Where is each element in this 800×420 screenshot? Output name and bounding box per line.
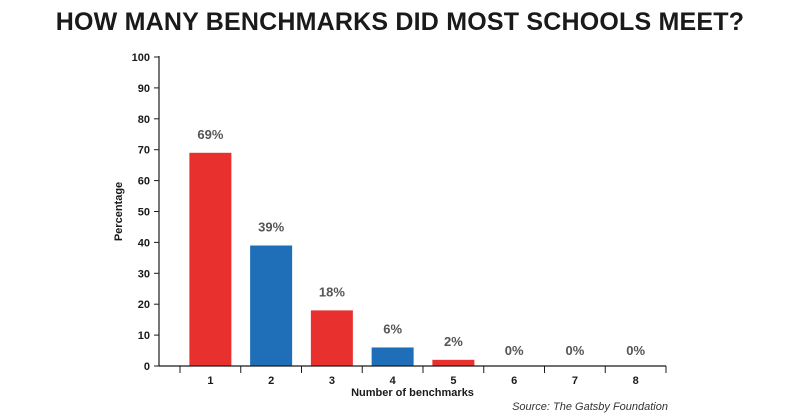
y-tick-label: 90 (138, 83, 150, 95)
x-axis-label: Number of benchmarks (351, 387, 474, 399)
data-label-6: 0% (505, 343, 524, 358)
data-label-8: 0% (626, 343, 645, 358)
y-tick-label: 70 (138, 145, 150, 157)
y-tick-label: 60 (138, 176, 150, 188)
bars (189, 152, 475, 366)
bar-5 (432, 359, 475, 366)
x-tick-label: 7 (572, 375, 578, 387)
data-label-4: 6% (383, 321, 402, 336)
data-label-5: 2% (444, 334, 463, 349)
y-tick-label: 40 (138, 237, 150, 249)
data-label-2: 39% (258, 219, 284, 234)
x-tick-label: 6 (511, 375, 517, 387)
y-tick-label: 0 (144, 361, 150, 373)
bar-1 (189, 152, 232, 366)
x-tick-label: 5 (450, 375, 456, 387)
x-tick-label: 4 (390, 375, 397, 387)
y-tick-label: 80 (138, 114, 150, 126)
y-tick-label: 50 (138, 207, 150, 219)
x-axis-ticks: 1 2 3 4 5 6 7 8 (179, 366, 667, 387)
y-tick-label: 20 (138, 299, 150, 311)
y-tick-label: 30 (138, 268, 150, 280)
bar-2 (250, 245, 293, 366)
chart-title: HOW MANY BENCHMARKS DID MOST SCHOOLS MEE… (55, 8, 745, 36)
y-tick-label: 10 (138, 330, 150, 342)
x-tick-label: 3 (329, 375, 335, 387)
y-axis-label: Percentage (113, 182, 125, 241)
bar-data-labels: 69% 39% 18% 6% 2% 0% 0% 0% (197, 127, 645, 358)
x-tick-label: 2 (268, 375, 274, 387)
data-label-3: 18% (319, 284, 345, 299)
data-label-7: 0% (565, 343, 584, 358)
x-tick-label: 8 (633, 375, 639, 387)
data-label-1: 69% (197, 127, 223, 142)
x-tick-label: 1 (207, 375, 213, 387)
y-axis-ticks: 0 10 20 30 40 50 60 70 80 90 100 (132, 52, 159, 373)
source-note: Source: The Gatsby Foundation (512, 401, 668, 413)
bar-3 (310, 310, 353, 366)
bar-4 (371, 347, 414, 366)
y-tick-label: 100 (132, 52, 150, 64)
